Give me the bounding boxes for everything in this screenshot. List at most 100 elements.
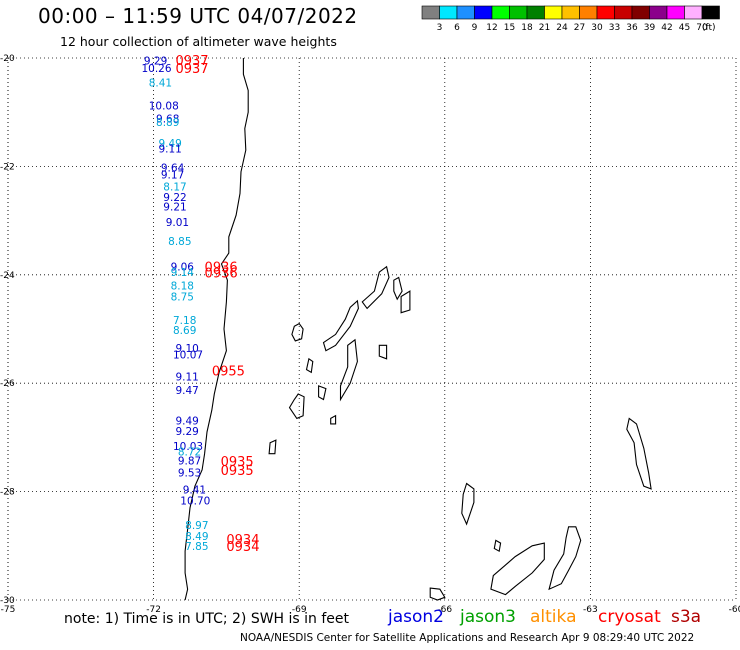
coastline (184, 58, 652, 601)
legend-label: 36 (626, 23, 638, 33)
wave-height-value: 8.17 (163, 181, 186, 193)
legend-label: 6 (454, 23, 460, 33)
wave-height-value: 9.49 (158, 138, 181, 150)
longitude-tick-label: -63 (583, 605, 598, 615)
wave-height-value: 10.08 (149, 101, 179, 113)
latitude-tick-label: -28 (0, 488, 15, 498)
latitude-tick-label: -22 (0, 162, 15, 172)
longitude-tick-label: -69 (292, 605, 307, 615)
credit-line: NOAA/NESDIS Center for Satellite Applica… (240, 632, 695, 644)
legend-label: 24 (556, 23, 568, 33)
wave-height-value: 10.07 (173, 349, 203, 361)
pass-time-label: 0935 (221, 464, 254, 479)
wave-height-value: 7.18 (173, 315, 196, 327)
island (393, 276, 403, 301)
legend-swatch (561, 5, 580, 20)
wave-height-value: 8.69 (173, 325, 196, 337)
wave-height-value: 9.22 (163, 192, 186, 204)
pass-time-label: 0934 (226, 533, 259, 548)
wave-height-value: 9.29 (144, 56, 167, 68)
legend-swatch (684, 5, 703, 20)
island (268, 439, 277, 455)
island (330, 414, 337, 425)
legend-swatch (474, 5, 493, 20)
pass-time-label: 0935 (221, 455, 254, 470)
wave-height-value: 8.18 (171, 281, 194, 293)
legend-label: 70 (696, 23, 708, 33)
pass-time-label: 0937 (175, 62, 208, 77)
legend-swatch (439, 5, 458, 20)
satellite-cryosat: cryosat (598, 607, 661, 627)
longitude-tick-label: -75 (1, 605, 16, 615)
pass-time-label: 0936 (205, 261, 238, 276)
legend-label: 12 (486, 23, 497, 33)
wave-height-value: 9.01 (166, 217, 189, 229)
legend-swatch (544, 5, 563, 20)
legend-swatch (701, 5, 720, 20)
chile-coastline (184, 58, 249, 601)
footnote: note: 1) Time is in UTC; 2) SWH is in fe… (64, 611, 350, 627)
pass-time-label: 0937 (175, 54, 208, 69)
legend-label: 33 (609, 23, 620, 33)
island (361, 265, 390, 310)
island (339, 338, 358, 402)
legend-swatch (631, 5, 650, 20)
legend-label: 18 (521, 23, 533, 33)
legend-swatch (579, 5, 598, 20)
pass-time-label: 0934 (226, 540, 259, 555)
legend-swatch (421, 5, 440, 20)
legend-swatch (666, 5, 685, 20)
island (490, 542, 545, 596)
color-scale-legend: 3 6 9 12 15 18 21 24 27 30 33 36 39 42 45 70(ft) (421, 5, 720, 33)
legend-label: 21 (539, 23, 550, 33)
wave-height-value: 9.53 (178, 468, 201, 480)
wave-height-value: 8.75 (171, 291, 194, 303)
longitude-tick-label: -72 (146, 605, 161, 615)
island (548, 526, 582, 591)
wave-height-value: 10.03 (173, 441, 203, 453)
legend-label: 42 (661, 23, 672, 33)
satellite-jason2: jason2 (388, 607, 444, 627)
wave-height-value: 9.06 (171, 262, 195, 274)
wave-height-value: 8.41 (149, 77, 172, 89)
wave-height-value: 10.26 (141, 63, 171, 75)
wave-height-value: 10.70 (180, 495, 210, 507)
axis-tick-labels: -20 -22 -24 -26 -28 -30-75 -72 -69 -66 -63 -60 (0, 54, 740, 615)
legend-swatch (596, 5, 615, 20)
legend-label: 45 (679, 23, 690, 33)
map-grid (7, 57, 737, 601)
legend-unit: (ft) (702, 23, 716, 33)
wave-height-value: 9.21 (163, 202, 186, 214)
wave-height-value: 8.49 (185, 531, 208, 543)
wave-height-value: 9.29 (175, 426, 198, 438)
legend-label: 9 (472, 23, 478, 33)
wave-height-value: 8.89 (156, 117, 179, 129)
latitude-tick-label: -20 (0, 54, 15, 64)
wave-height-value: 8.72 (178, 446, 201, 458)
wave-height-value: 9.47 (175, 385, 198, 397)
legend-swatch (526, 5, 545, 20)
island (318, 385, 327, 401)
legend-swatch (491, 5, 510, 20)
wave-height-value: 9.64 (161, 162, 185, 174)
wave-height-value: 9.17 (161, 170, 184, 182)
wave-height-value: 9.10 (175, 343, 198, 355)
legend-swatch (509, 5, 528, 20)
island (626, 417, 652, 490)
legend-label: 3 (437, 23, 443, 33)
legend-label: 30 (591, 23, 603, 33)
latitude-tick-label: -26 (0, 379, 15, 389)
latitude-tick-label: -24 (0, 271, 15, 281)
legend-swatch (614, 5, 633, 20)
wave-height-value: 9.68 (156, 114, 179, 126)
island (322, 299, 359, 352)
island (429, 587, 446, 601)
wave-height-value: 9.14 (171, 267, 195, 279)
island (493, 539, 502, 553)
wave-height-value: 9.11 (175, 372, 198, 384)
island (378, 344, 388, 360)
island (400, 290, 411, 314)
longitude-tick-label: -66 (437, 605, 452, 615)
island (288, 393, 305, 420)
